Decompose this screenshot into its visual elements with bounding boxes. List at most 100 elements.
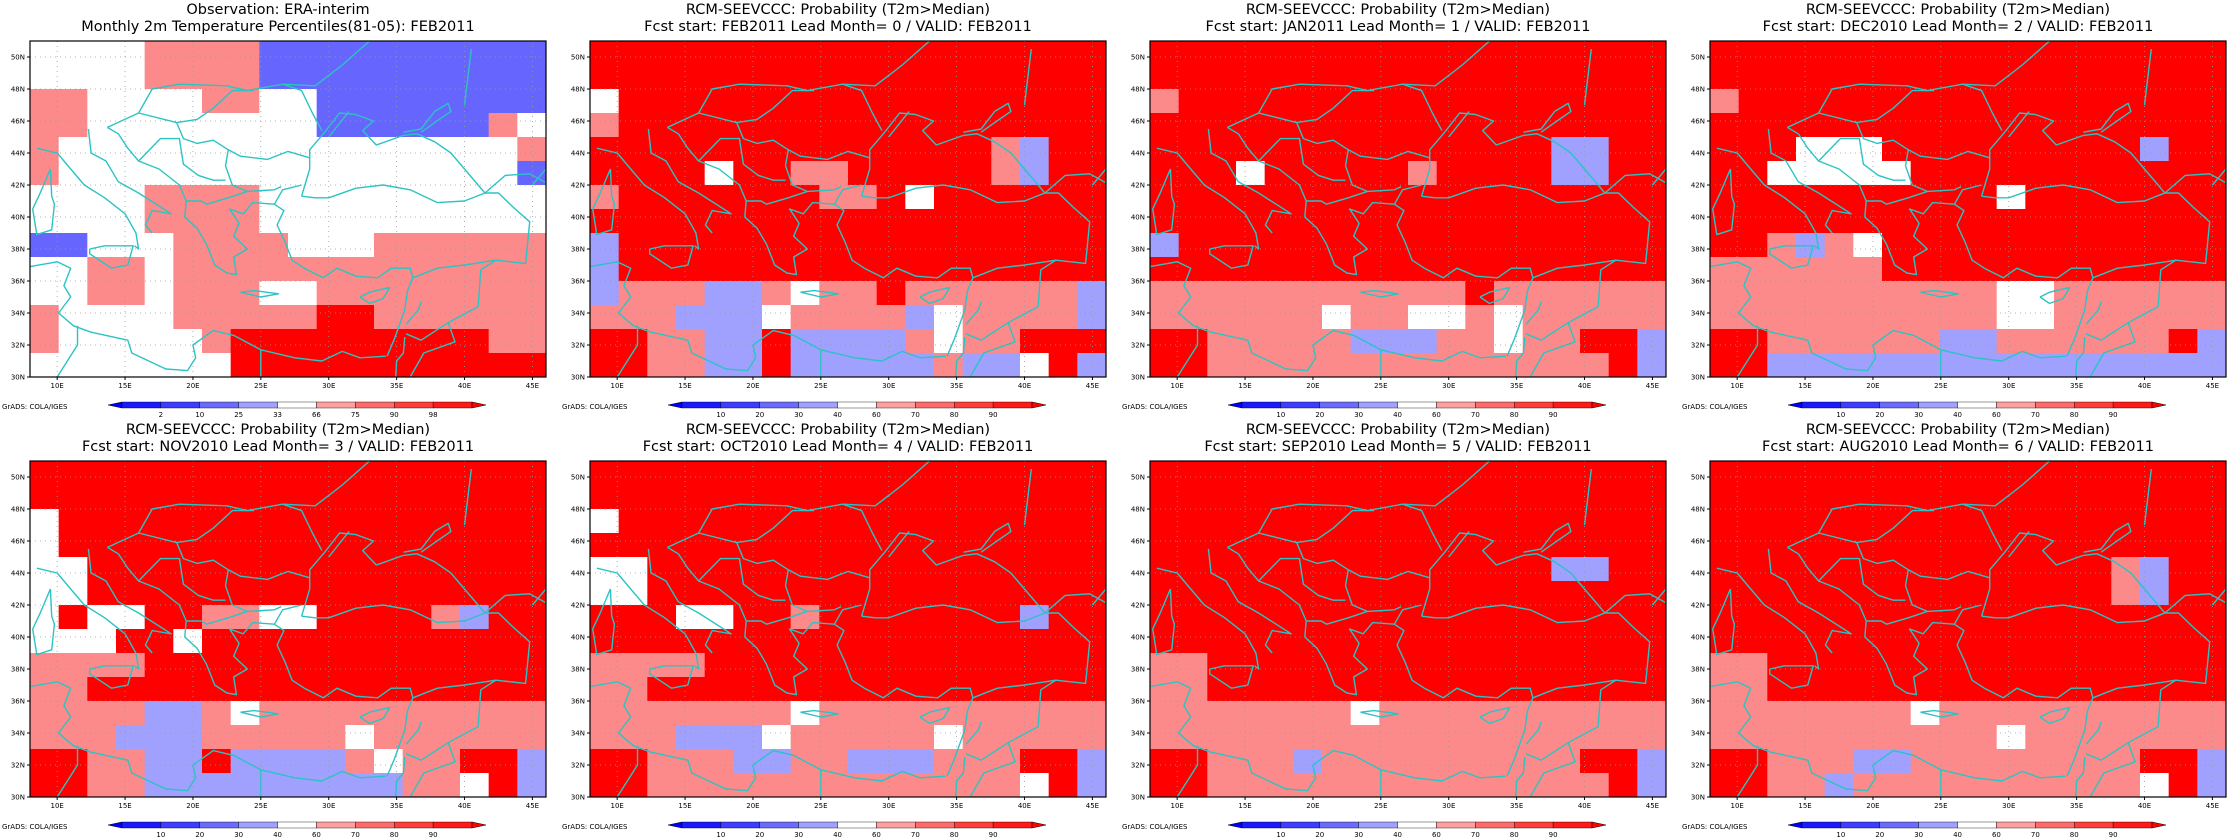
grid-cell	[876, 137, 906, 162]
grid-cell	[1738, 533, 1768, 558]
panel-title: RCM-SEEVCCC: Probability (T2m>Median)	[1245, 2, 1551, 18]
grid-cell	[590, 749, 620, 774]
coastlines	[1150, 461, 1666, 797]
grid-cell	[733, 725, 763, 750]
grid-cell	[230, 509, 260, 534]
grid-cell	[1207, 209, 1237, 234]
grid-cell	[288, 233, 318, 258]
grid-cell	[517, 233, 546, 258]
grid-cell	[316, 89, 346, 114]
grid-cell	[618, 41, 648, 66]
grid-cell	[2025, 305, 2055, 330]
grid-cell	[431, 353, 461, 377]
grid-cell	[202, 749, 232, 774]
grid-cell	[431, 581, 461, 606]
lon-tick-label: 35E	[2070, 382, 2083, 390]
grid-cell	[259, 725, 289, 750]
grid-cell	[288, 557, 318, 582]
grid-cell	[647, 41, 677, 66]
grid-cell	[2168, 773, 2198, 797]
colorbar-label: 20	[755, 831, 764, 839]
grid-cell	[230, 161, 260, 186]
grid-cell	[790, 113, 820, 138]
grid-cell	[876, 485, 906, 510]
grid-cell	[1608, 233, 1638, 258]
grid-cell	[1264, 677, 1294, 702]
grid-cell	[316, 281, 346, 306]
grid-cell	[1796, 701, 1826, 726]
grid-cell	[173, 557, 203, 582]
grid-cell	[1796, 629, 1826, 654]
grid-cell	[790, 65, 820, 90]
grid-cell	[1551, 209, 1581, 234]
grid-cell	[1408, 329, 1438, 354]
grid-cell	[1207, 581, 1237, 606]
lat-tick-label: 50N	[571, 54, 585, 62]
lon-tick-label: 40E	[1578, 802, 1591, 810]
grid-cell	[1178, 137, 1208, 162]
grid-cell	[1408, 461, 1438, 486]
colorbar-label: 90	[989, 831, 998, 839]
grid-cell	[991, 509, 1021, 534]
grid-cell	[1048, 725, 1078, 750]
grid-cell	[1322, 581, 1352, 606]
grid-cell	[1996, 725, 2026, 750]
grid-cell	[1178, 41, 1208, 66]
grid-cell	[1379, 353, 1409, 377]
grid-cell	[1738, 233, 1768, 258]
grid-cell	[790, 773, 820, 797]
grid-cell	[1436, 305, 1466, 330]
lat-tick-label: 50N	[1691, 54, 1705, 62]
grid-cell	[1264, 281, 1294, 306]
grid-cell	[144, 329, 174, 354]
grid-cell	[1465, 65, 1495, 90]
grid-cell	[1551, 605, 1581, 630]
grid-cell	[590, 677, 620, 702]
grid-cell	[2197, 113, 2226, 138]
grid-cell	[590, 65, 620, 90]
map-frame	[589, 460, 1107, 798]
probability-field	[30, 461, 546, 797]
grid-cell	[1608, 557, 1638, 582]
colorbar-label: 20	[1315, 411, 1324, 419]
grid-cell	[1738, 41, 1768, 66]
grid-cell	[1710, 749, 1740, 774]
grid-cell	[517, 605, 546, 630]
grid-cell	[905, 113, 935, 138]
grid-cell	[402, 677, 432, 702]
grid-cell	[819, 329, 849, 354]
grid-cell	[1968, 557, 1998, 582]
grid-cell	[1207, 353, 1237, 377]
grid-cell	[934, 725, 964, 750]
grid-cell	[1077, 605, 1106, 630]
lat-tick-label: 32N	[1691, 762, 1705, 770]
grid-cell	[431, 185, 461, 210]
grid-cell	[1150, 41, 1180, 66]
grid-cell	[1996, 509, 2026, 534]
grid-cell	[460, 557, 490, 582]
colorbar-label: 80	[1510, 831, 1519, 839]
grid-cell	[848, 581, 878, 606]
grid-cell	[1551, 89, 1581, 114]
grid-cell	[1494, 185, 1524, 210]
grid-cell	[1020, 65, 1050, 90]
grid-cell	[2168, 701, 2198, 726]
grid-cell	[991, 773, 1021, 797]
grid-cell	[116, 257, 146, 282]
grid-cell	[1767, 209, 1797, 234]
grid-cell	[590, 305, 620, 330]
grid-cell	[2168, 749, 2198, 774]
grid-cell	[1178, 185, 1208, 210]
colorbar: 10 20 30 40 60 70 80 90	[1227, 401, 1607, 419]
grid-cell	[87, 281, 117, 306]
grid-cell	[2168, 41, 2198, 66]
grid-cell	[618, 257, 648, 282]
grid-cell	[991, 725, 1021, 750]
lat-tick-label: 48N	[11, 86, 25, 94]
map-panel-7: RCM-SEEVCCC: Probability (T2m>Median) Fcs…	[1680, 420, 2236, 840]
grid-cell	[647, 485, 677, 510]
grid-cell	[733, 677, 763, 702]
grid-cell	[1236, 281, 1266, 306]
grid-cell	[1293, 509, 1323, 534]
grid-cell	[316, 233, 346, 258]
